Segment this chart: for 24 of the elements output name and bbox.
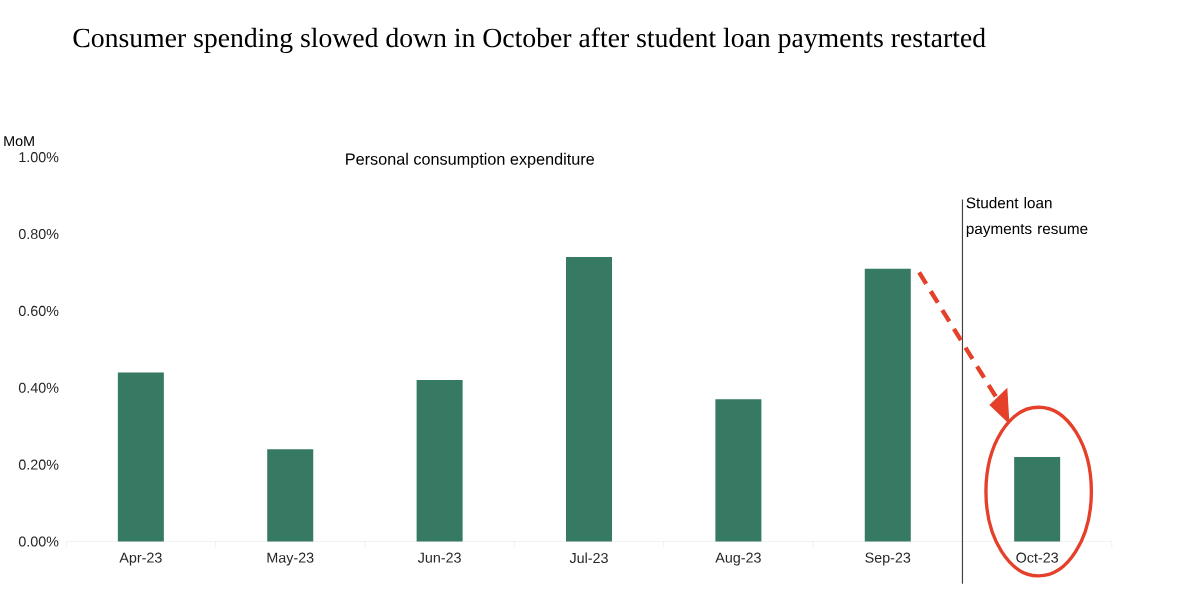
chart-subtitle: Personal consumption expenditure — [346, 152, 595, 169]
y-tick-label: 0.80% — [18, 229, 59, 240]
y-tick-label: 0.00% — [18, 536, 59, 547]
y-tick-label: 0.20% — [18, 459, 59, 470]
x-tick-label: May-23 — [267, 552, 314, 566]
x-tick-label: Jun-23 — [417, 552, 461, 563]
bar — [566, 257, 613, 542]
y-axis-title: MoM — [4, 136, 34, 147]
x-tick-label: Jul-23 — [569, 552, 608, 564]
bar — [864, 268, 911, 542]
bar — [416, 380, 463, 542]
bar — [117, 372, 164, 542]
x-tick-label: Sep-23 — [865, 552, 911, 566]
bar — [715, 399, 762, 542]
chart-title: Consumer spending slowed down in October after student loan payments restarted — [73, 27, 986, 54]
x-tick-label: Oct-23 — [1016, 552, 1059, 563]
x-tick-label: Apr-23 — [119, 552, 162, 566]
y-tick-label: 0.60% — [18, 305, 59, 317]
y-tick-label: 0.40% — [18, 382, 59, 393]
bar — [267, 449, 314, 542]
annotation: Student loan payments resume — [966, 197, 1088, 238]
x-tick-label: Aug-23 — [715, 552, 761, 566]
bar — [1014, 457, 1061, 542]
y-tick-label: 1.00% — [19, 152, 59, 163]
